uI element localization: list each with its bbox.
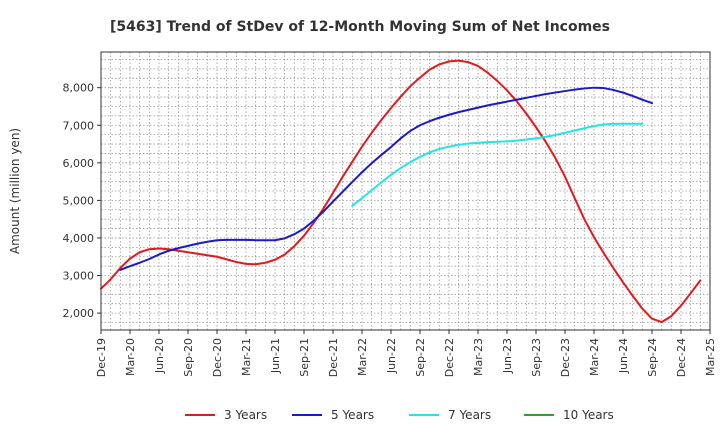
x-tick-label: Dec-23 [559,338,572,377]
x-tick-label: Mar-24 [588,338,601,376]
y-tick-label: 5,000 [63,194,95,207]
x-tick-label: Sep-23 [530,338,543,377]
x-tick-label: Sep-24 [646,338,659,377]
legend-label: 5 Years [331,408,374,422]
y-axis: 2,000 3,000 4,000 5,000 6,000 7,000 8,000 [63,82,101,320]
y-tick-label: 7,000 [63,119,95,132]
x-tick-label: Mar-22 [356,338,369,376]
x-tick-label: Dec-19 [95,338,108,377]
y-tick-label: 6,000 [63,157,95,170]
x-axis: Dec-19 Mar-20 Jun-20 Sep-20 Dec-20 Mar-21 Jun-… [95,330,717,377]
series-line-5-years [119,86,653,271]
legend-item-10-years: 10 Years [524,408,614,422]
x-tick-label: Dec-24 [675,338,688,377]
y-tick-label: 3,000 [63,270,95,283]
y-tick-label: 2,000 [63,307,95,320]
legend-item-7-years: 7 Years [409,408,491,422]
x-tick-label: Dec-21 [327,338,340,377]
x-tick-label: Jun-22 [385,338,398,374]
series-line-3-years [100,59,702,324]
x-tick-label: Jun-21 [269,338,282,374]
y-tick-label: 4,000 [63,232,95,245]
x-tick-label: Sep-21 [298,338,311,377]
series-line-7-years [351,122,644,207]
y-tick-label: 8,000 [63,82,95,95]
legend-label: 10 Years [563,408,614,422]
plot-border [100,51,711,331]
legend-label: 3 Years [224,408,267,422]
series-lines [100,59,702,324]
x-tick-label: Jun-20 [153,338,166,374]
x-tick-label: Mar-21 [240,338,253,376]
y-axis-label: Amount (million yen) [8,128,22,254]
legend-label: 7 Years [448,408,491,422]
legend-item-5-years: 5 Years [292,408,374,422]
x-tick-label: Dec-20 [211,338,224,377]
x-tick-label: Dec-22 [443,338,456,377]
legend-item-3-years: 3 Years [185,408,267,422]
x-tick-label: Mar-25 [704,338,717,376]
x-tick-label: Jun-24 [617,338,630,374]
x-tick-label: Mar-23 [472,338,485,376]
x-tick-label: Mar-20 [124,338,137,376]
chart-title: [5463] Trend of StDev of 12-Month Moving… [110,19,610,35]
x-tick-label: Jun-23 [501,338,514,374]
x-tick-label: Sep-22 [414,338,427,377]
x-tick-label: Sep-20 [182,338,195,377]
legend: 3 Years 5 Years 7 Years 10 Years [185,408,614,422]
